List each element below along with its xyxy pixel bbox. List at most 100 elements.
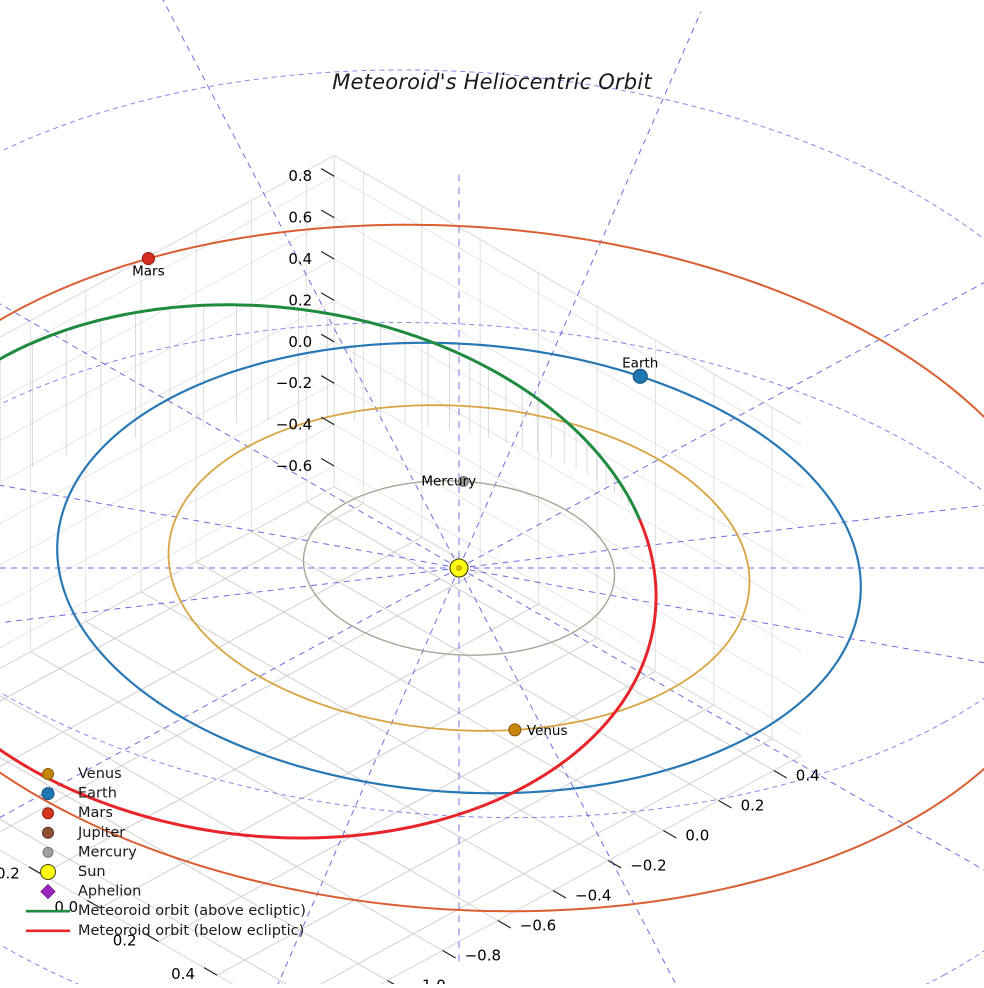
mars-label: Mars (132, 264, 165, 280)
legend-entry[interactable]: Meteoroid orbit (above ecliptic) (26, 903, 306, 919)
ecliptic-guide-line (458, 504, 984, 569)
y-tick-label: 0.2 (741, 797, 765, 815)
pane-floor (0, 486, 802, 988)
legend-label: Meteoroid orbit (above ecliptic) (78, 903, 306, 919)
pane-gridline (333, 382, 802, 653)
pane-gridline (333, 486, 802, 757)
pane-gridline (251, 531, 719, 801)
y-tick-label: −0.4 (575, 887, 611, 905)
pane-gridline (333, 299, 802, 570)
ecliptic-guide-line (275, 567, 460, 988)
z-tick (320, 375, 335, 384)
plot-legend[interactable]: Venus Earth Mars Jupiter Mercury Sun Aphelion M… (26, 766, 306, 939)
pane-gridline (0, 424, 335, 607)
y-tick (663, 829, 677, 839)
y-tick (552, 889, 567, 899)
legend-label: Mars (78, 805, 113, 821)
legend-circle-icon (42, 846, 54, 858)
page-title: Meteoroid's Heliocentric Orbit (332, 70, 652, 94)
orbit-venus (167, 404, 751, 732)
x-tick (86, 899, 101, 909)
legend-label: Sun (78, 864, 106, 880)
pane-gridline (333, 154, 802, 425)
legend-entry[interactable]: Mars (42, 805, 113, 821)
meteoroid-arc-below (638, 518, 655, 567)
legend-entry[interactable]: Mercury (42, 844, 137, 860)
pane-gridline (0, 217, 335, 400)
ecliptic-guide-line (458, 11, 702, 569)
z-tick (320, 333, 335, 343)
pane-gridline (0, 175, 335, 359)
pane-gridline (0, 154, 335, 338)
ecliptic-guide-line (162, 0, 460, 569)
pane-gridline (195, 561, 664, 831)
pane-gridline (0, 341, 335, 524)
pane-gridline (333, 465, 802, 736)
mercury-marker (457, 475, 469, 487)
z-tick (320, 292, 335, 301)
pane-gridline (140, 591, 609, 861)
ecliptic-guide-line (0, 567, 460, 624)
x-tick (203, 967, 218, 976)
earth-marker (632, 368, 648, 384)
legend-entry[interactable]: Aphelion (40, 884, 141, 900)
ecliptic-guide-line (0, 567, 460, 819)
legend-entry[interactable]: Jupiter (42, 825, 126, 841)
legend-label: Venus (78, 766, 122, 782)
pane-gridline (0, 757, 388, 981)
pane-gridline (0, 382, 335, 566)
y-tick-label: −1.0 (409, 977, 445, 985)
y-tick-label: 0.0 (685, 827, 709, 845)
x-tick-label: −0.2 (0, 864, 20, 882)
pane-gridline (333, 217, 802, 487)
pane-gridline (333, 341, 802, 612)
orbit-mercury (302, 480, 616, 656)
legend-circle-icon (42, 768, 54, 780)
venus-label: Venus (527, 723, 568, 739)
venus-marker (508, 723, 522, 737)
y-tick-label: 0.4 (796, 767, 820, 785)
pane-gridline (0, 695, 443, 951)
z-tick-label: −0.2 (276, 374, 312, 392)
mercury-label: Mercury (421, 473, 476, 489)
legend-label: Earth (78, 786, 117, 802)
sun-core (455, 564, 463, 572)
pane-gridline (0, 818, 295, 988)
meteoroid-arc-above (0, 303, 641, 520)
pane-gridline (30, 651, 499, 921)
z-tick (320, 250, 335, 260)
z-tick (320, 457, 335, 467)
body-markers: Mercury Venus Earth Mars (132, 251, 658, 739)
ecliptic-guide-line (458, 567, 984, 871)
y-tick (387, 979, 401, 988)
y-tick (607, 859, 622, 869)
axis-ticks: −0.8−0.6−0.4−0.20.00.20.40.6−1.2−1.0−0.8… (0, 167, 820, 988)
pane-gridline (0, 299, 335, 483)
meteoroid-arc-below (0, 563, 658, 840)
ecliptic-guide-line (458, 567, 679, 988)
legend-label: Aphelion (78, 884, 141, 900)
orbit-mars (0, 223, 984, 913)
pane-gridline (0, 258, 335, 442)
x-tick (28, 866, 43, 875)
pane-gridline (333, 258, 802, 529)
legend-circle-icon (40, 864, 56, 880)
legend-label: Meteoroid orbit (below ecliptic) (78, 923, 304, 939)
z-tick-label: −0.4 (276, 416, 312, 434)
legend-entry[interactable]: Meteoroid orbit (below ecliptic) (26, 923, 304, 939)
meteoroid-orbit (0, 303, 658, 840)
orbit-earth (56, 341, 862, 795)
y-tick-label: −0.8 (465, 947, 501, 965)
axes-panes (0, 154, 802, 988)
planet-orbits (0, 223, 984, 913)
pane-gridline (0, 465, 335, 649)
legend-entry[interactable]: Venus (42, 766, 122, 782)
z-tick (320, 209, 335, 219)
z-tick-label: 0.6 (288, 209, 312, 227)
pane-gridline (0, 849, 241, 988)
legend-entry[interactable]: Sun (40, 864, 106, 880)
mars-marker (141, 251, 155, 266)
legend-entry[interactable]: Earth (41, 786, 117, 802)
